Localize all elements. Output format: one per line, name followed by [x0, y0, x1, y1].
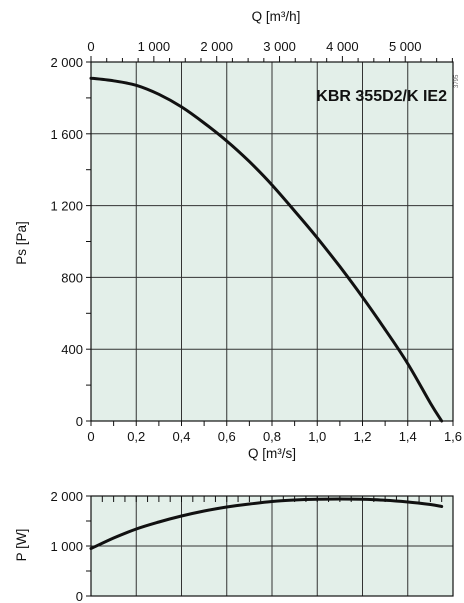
power-curve [89, 497, 444, 550]
top-tick-label: 4 000 [326, 39, 359, 54]
power-plot-frame [90, 495, 454, 597]
y-tick-label: 2 000 [50, 55, 83, 70]
x-tick-label: 1,4 [399, 429, 417, 444]
pressure-plot-frame [90, 61, 454, 422]
x-tick-label: 1,0 [308, 429, 326, 444]
flow-tick-labels: 0 0,2 0,4 0,6 0,8 1,0 1,2 1,4 1,6 [87, 429, 462, 444]
y-tick-label: 1 200 [50, 199, 83, 214]
x-tick-label: 0,4 [172, 429, 190, 444]
y-tick-label: 1 600 [50, 127, 83, 142]
x-tick-label: 0,2 [127, 429, 145, 444]
power-tick-labels: 0 1 000 2 000 [50, 489, 83, 603]
x-tick-label: 0 [87, 429, 94, 444]
x-tick-label: 1,6 [444, 429, 462, 444]
power-tick-label: 2 000 [50, 489, 83, 504]
pressure-minor-ticks [86, 56, 454, 426]
model-label: KBR 355D2/K IE2 [316, 88, 447, 105]
top-tick-label: 2 000 [200, 39, 233, 54]
pressure-tick-labels: 0 400 800 1 200 1 600 2 000 [50, 55, 83, 429]
top-flow-tick-labels: 0 1 000 2 000 3 000 4 000 5 000 [87, 39, 421, 54]
top-tick-label: 5 000 [389, 39, 422, 54]
top-x-axis-title: Q [m³/h] [252, 9, 301, 24]
side-code: 3795 [454, 74, 460, 88]
power-grid [91, 496, 453, 596]
power-chart: 0 1 000 2 000 P [W] [14, 489, 454, 603]
y-tick-label: 800 [61, 270, 83, 285]
y-tick-label: 400 [61, 342, 83, 357]
pressure-axis-title: Ps [Pa] [14, 221, 29, 265]
power-axis-title: P [W] [14, 529, 29, 562]
pressure-curve [89, 76, 444, 423]
x-axis-title: Q [m³/s] [248, 446, 296, 461]
power-tick-label: 0 [76, 589, 83, 603]
top-tick-label: 0 [87, 39, 94, 54]
x-tick-label: 1,2 [353, 429, 371, 444]
top-tick-label: 1 000 [138, 39, 171, 54]
pressure-grid [91, 62, 453, 421]
pressure-chart: 0 0,2 0,4 0,6 0,8 1,0 1,2 1,4 1,6 0 400 800 1 200 1 … [14, 9, 462, 461]
top-tick-label: 3 000 [263, 39, 296, 54]
x-tick-label: 0,8 [263, 429, 281, 444]
power-tick-label: 1 000 [50, 539, 83, 554]
x-tick-label: 0,6 [218, 429, 236, 444]
y-tick-label: 0 [76, 414, 83, 429]
